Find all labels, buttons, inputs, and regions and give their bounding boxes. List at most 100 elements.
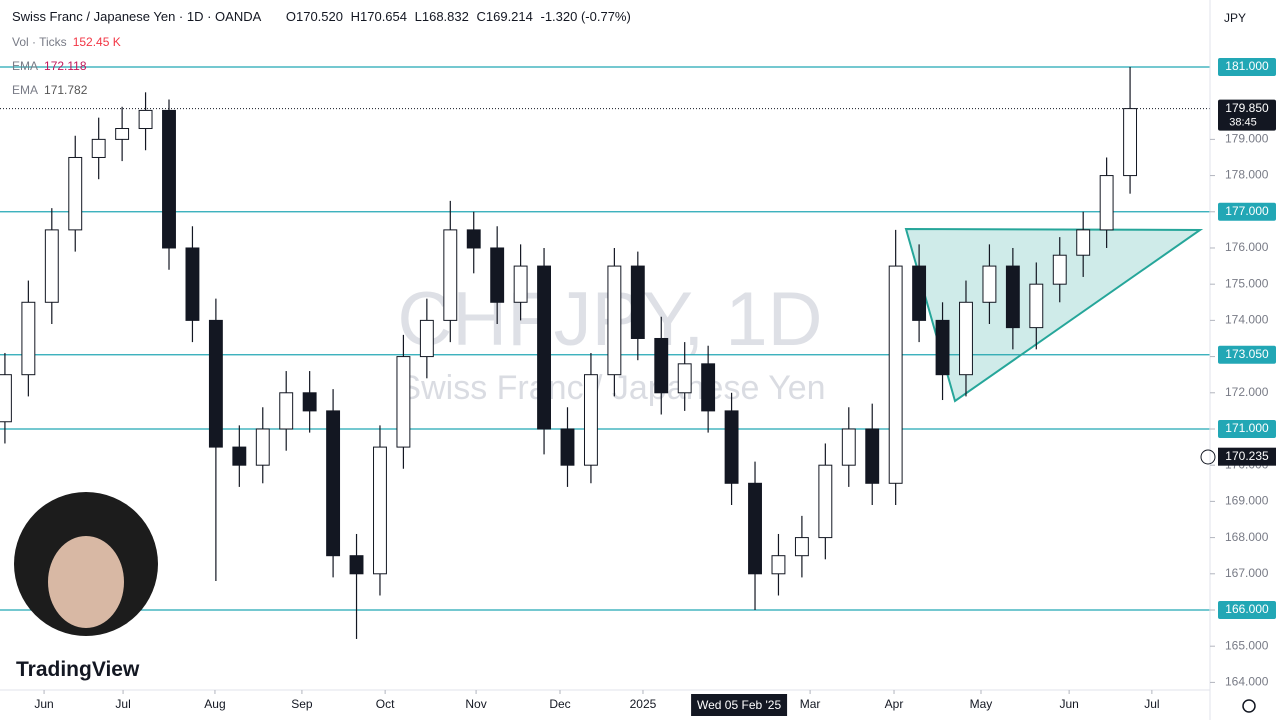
ohlc-value: 168.832: [421, 9, 469, 24]
y-tick-label: 178.000: [1225, 168, 1269, 182]
y-tick-label: 165.000: [1225, 638, 1269, 652]
level-badge: [1218, 345, 1276, 364]
ohlc-key: L: [414, 9, 422, 24]
crosshair-date-badge: [691, 694, 788, 716]
y-tick-label: 172.000: [1225, 385, 1269, 399]
label: EMA: [12, 59, 39, 73]
volume-legend: Vol · Ticks 152.45 K: [12, 35, 121, 49]
ohlc-value: 170.520: [295, 9, 343, 24]
header: Swiss Franc / Japanese Yen · 1D · OANDA …: [12, 9, 635, 24]
y-tick-label: 164.000: [1225, 675, 1269, 689]
candle-body: [607, 265, 622, 376]
ema-legend: EMA 172.118: [12, 59, 87, 73]
ohlc-key: H: [350, 9, 360, 24]
y-tick-label: 168.000: [1225, 530, 1269, 544]
candle-body: [115, 128, 130, 140]
candle-body: [1005, 265, 1020, 329]
candle-body: [1099, 175, 1114, 231]
x-tick-label: Aug: [204, 697, 225, 711]
crosshair-badge: [1218, 447, 1276, 466]
watermark-name: Swiss Franc / Japanese Yen: [398, 369, 825, 407]
y-tick-label: 167.000: [1225, 566, 1269, 580]
candle-body: [748, 482, 762, 575]
y-tick-label: 176.000: [1225, 240, 1269, 254]
settings-icon[interactable]: [1242, 699, 1256, 713]
level-badge: [1218, 202, 1276, 221]
symbol-title: Swiss Franc / Japanese Yen · 1D · OANDA: [12, 9, 261, 24]
candle-body: [701, 363, 716, 412]
candle-body: [162, 109, 176, 249]
candle-body: [724, 410, 739, 484]
label: EMA: [12, 83, 39, 97]
x-tick-label: Jun: [1059, 697, 1078, 711]
level-label: 181.000: [1225, 59, 1269, 73]
level-label: 177.000: [1225, 204, 1269, 218]
candle-body: [865, 428, 880, 484]
crosshair-plus[interactable]: [1200, 449, 1216, 465]
value: 172.118: [44, 59, 87, 73]
candle-body: [396, 356, 411, 448]
change: -1.320 (-0.77%): [540, 9, 631, 24]
candle-body: [959, 301, 973, 376]
candle-body: [1076, 229, 1091, 256]
y-tick-label: 175.000: [1225, 276, 1269, 290]
level-badge: [1218, 419, 1276, 438]
last-price-label: 179.850: [1225, 101, 1269, 115]
level-label: 173.050: [1225, 347, 1269, 361]
candle-body: [771, 555, 786, 575]
candle-body: [982, 265, 997, 303]
candle-body: [44, 229, 59, 303]
level-badge: [1218, 600, 1276, 619]
logo: TradingView: [16, 658, 140, 681]
candle-body: [138, 109, 153, 130]
currency-button[interactable]: JPY: [1223, 11, 1246, 25]
ohlc-key: C: [476, 9, 486, 24]
webcam-face: [48, 536, 124, 628]
candle-body: [490, 247, 505, 303]
candle-body: [583, 374, 598, 466]
level-label: 171.000: [1225, 421, 1269, 435]
countdown: 38:45: [1229, 117, 1257, 129]
candle-body: [373, 446, 387, 575]
candle-body: [255, 428, 270, 466]
y-tick-label: 169.000: [1225, 494, 1269, 508]
candle-body: [302, 392, 317, 412]
x-tick-label: Jul: [1144, 697, 1159, 711]
label: Vol · Ticks: [12, 35, 67, 49]
candle-body: [443, 229, 458, 321]
candle-body: [630, 265, 645, 339]
candle-body: [560, 428, 575, 466]
candle-body: [1052, 254, 1067, 285]
candle-body: [1029, 283, 1044, 329]
crosshair-date: Wed 05 Feb '25: [697, 698, 781, 712]
level-badge: [1218, 57, 1276, 76]
ohlc-value: 169.214: [485, 9, 533, 24]
x-tick-label: Jun: [34, 697, 53, 711]
level-label: 166.000: [1225, 602, 1269, 616]
x-tick-label: Dec: [549, 697, 570, 711]
candle-body: [537, 265, 552, 430]
candle-body: [419, 319, 434, 358]
ema-legend: EMA 171.782: [12, 83, 87, 97]
candle-body: [208, 319, 223, 448]
x-tick-label: 2025: [630, 697, 657, 711]
candle-body: [935, 319, 950, 376]
candle-body: [326, 410, 341, 557]
candle-body: [68, 156, 83, 231]
candle-body: [21, 301, 36, 376]
candle-body: [677, 363, 692, 394]
candle-body: [841, 428, 856, 466]
value: 171.782: [44, 83, 88, 97]
candle-body: [654, 337, 669, 394]
candle-body: [279, 392, 294, 430]
candle-body: [349, 555, 364, 575]
ohlc-key: O: [285, 9, 296, 24]
candle-body: [232, 446, 247, 466]
candle-body: [185, 247, 200, 321]
candle-body: [794, 537, 809, 557]
candle-body: [912, 265, 927, 321]
candle-body: [91, 138, 106, 158]
candle-body: [1123, 108, 1138, 177]
candle-body: [818, 464, 833, 539]
